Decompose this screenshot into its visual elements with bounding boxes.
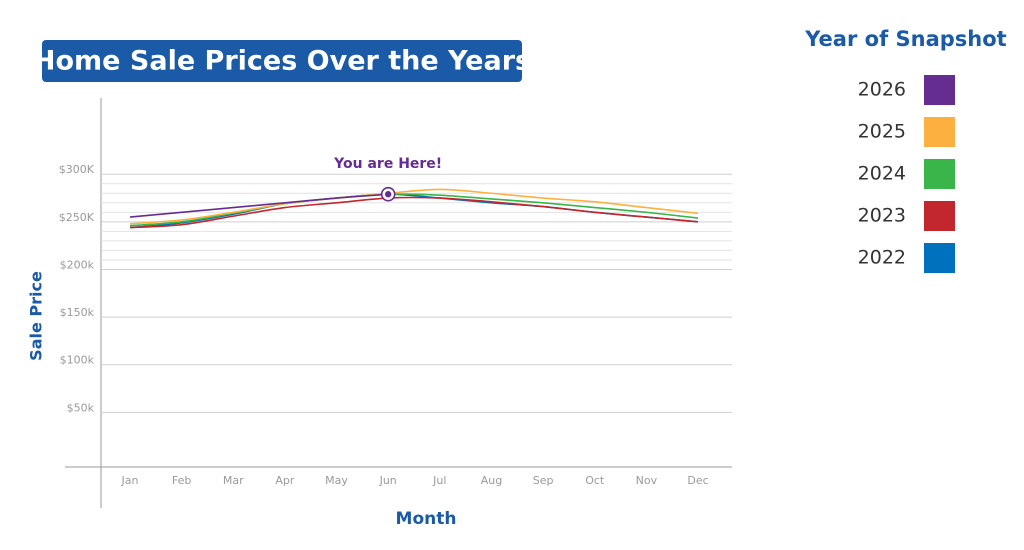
- x-tick-label: Feb: [172, 474, 191, 487]
- x-tick-label: Mar: [223, 474, 244, 487]
- y-tick-label: $200k: [60, 258, 95, 271]
- y-tick-label: $250K: [59, 211, 95, 224]
- series-line: [129, 193, 389, 218]
- y-axis-label: Sale Price: [27, 271, 46, 361]
- legend-swatch: [924, 75, 955, 105]
- annotation-dot: [384, 191, 392, 198]
- legend-swatch: [924, 117, 955, 147]
- legend-label: 2022: [858, 247, 906, 269]
- legend-swatch: [924, 201, 955, 231]
- series-line: [129, 193, 699, 227]
- y-tick-label: $100k: [60, 354, 95, 367]
- x-tick-label: Jan: [121, 474, 139, 487]
- x-tick-label: May: [325, 474, 348, 487]
- x-tick-label: Jul: [432, 474, 446, 487]
- y-tick-label: $300K: [59, 163, 95, 176]
- x-axis-label: Month: [396, 509, 457, 529]
- legend-swatch: [924, 159, 955, 189]
- y-tick-label: $150k: [60, 306, 95, 319]
- series-line: [129, 193, 699, 229]
- legend-label: 2026: [858, 79, 906, 101]
- legend-label: 2024: [858, 163, 906, 185]
- series-line: [129, 196, 699, 229]
- y-tick-label: $50k: [67, 401, 95, 414]
- legend-title: Year of Snapshot: [804, 27, 1006, 51]
- x-tick-label: Sep: [533, 474, 554, 487]
- x-tick-label: Oct: [585, 474, 605, 487]
- x-tick-label: Aug: [481, 474, 502, 487]
- legend-label: 2023: [858, 205, 906, 227]
- x-tick-label: Nov: [636, 474, 658, 487]
- annotation-text: You are Here!: [333, 156, 442, 172]
- x-tick-label: Apr: [275, 474, 295, 487]
- title-box: [42, 40, 522, 82]
- series-line: [129, 188, 699, 225]
- legend-swatch: [924, 243, 955, 273]
- x-tick-label: Dec: [687, 474, 708, 487]
- chart-title: Home Sale Prices Over the Years: [33, 46, 531, 77]
- x-tick-label: Jun: [379, 474, 397, 487]
- legend-label: 2025: [858, 121, 906, 143]
